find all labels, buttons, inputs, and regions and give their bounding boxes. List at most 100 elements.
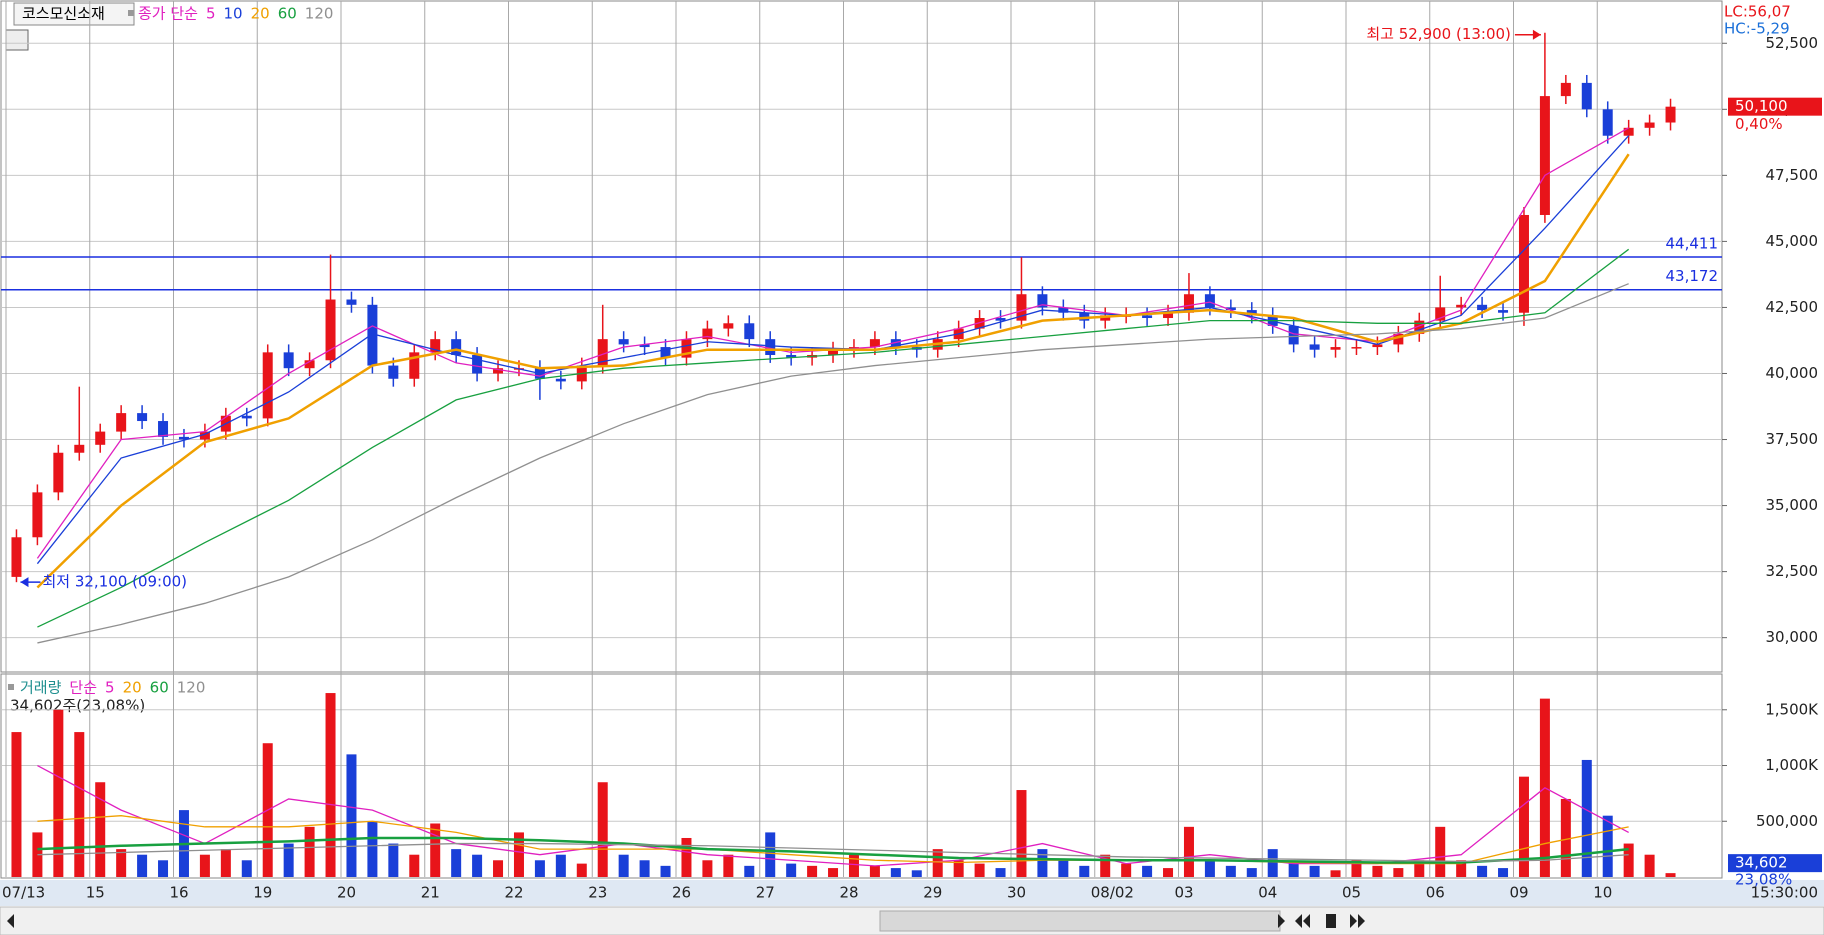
legend-entry: 120: [305, 5, 334, 23]
volume-bar: [1393, 868, 1404, 877]
time-label: 15:30:00: [1751, 884, 1818, 902]
volume-bar: [807, 865, 818, 877]
candle-body: [869, 339, 880, 348]
ma-line: [36, 153, 1630, 589]
candle-body: [660, 347, 671, 358]
volume-bar: [11, 732, 22, 877]
legend-entry: 5: [105, 679, 115, 697]
volume-bar: [1498, 868, 1509, 877]
volume-bar: [493, 860, 504, 877]
legend-entry: 60: [150, 679, 169, 697]
x-tick-label: 04: [1258, 884, 1277, 902]
volume-bar: [388, 843, 399, 877]
candle-body: [241, 415, 252, 419]
volume-bar: [1037, 849, 1048, 877]
hc-label: HC:-5,29: [1724, 20, 1790, 38]
volume-bar: [472, 854, 483, 877]
x-tick-label: 23: [588, 884, 607, 902]
volume-bar: [325, 693, 336, 877]
ma-line: [37, 283, 1629, 644]
volume-bar: [199, 854, 210, 877]
x-tick-label: 06: [1426, 884, 1445, 902]
volume-bar: [409, 854, 420, 877]
candle-body: [618, 339, 629, 345]
volume-bar: [890, 868, 901, 877]
volume-bar: [1204, 860, 1215, 877]
volume-bar: [765, 832, 776, 877]
x-tick-label: 27: [756, 884, 775, 902]
candle-body: [1100, 315, 1111, 321]
last-volume-box: [1728, 854, 1822, 873]
candle-body: [304, 360, 315, 369]
candle-body: [1351, 347, 1362, 349]
volume-bar: [220, 849, 231, 877]
y-tick-label: 52,500: [1766, 34, 1819, 52]
candle-body: [32, 492, 43, 538]
legend-entry: 20: [251, 5, 270, 23]
candle-body: [1079, 312, 1090, 321]
legend-entry: 거래량: [20, 679, 62, 697]
candle-body: [1058, 307, 1069, 313]
volume-bar: [1435, 826, 1446, 877]
candle-body: [995, 318, 1006, 321]
volume-bar: [1372, 865, 1383, 877]
volume-bar: [95, 782, 106, 877]
candle-body: [639, 344, 650, 348]
volume-bar: [1121, 863, 1132, 877]
candle-body: [1225, 307, 1236, 311]
y-tick-label: 42,500: [1766, 298, 1819, 316]
volume-bar: [137, 854, 148, 877]
candle-body: [702, 328, 713, 340]
candle-body: [199, 431, 210, 440]
candle-body: [1623, 127, 1634, 136]
volume-bar: [1414, 860, 1425, 877]
candle-body: [1037, 294, 1048, 308]
candle-body: [158, 421, 169, 437]
legend-entry: 종가 단순: [138, 5, 198, 23]
volume-bar: [911, 870, 922, 877]
volume-bar: [241, 860, 252, 877]
last-volume: 34,602: [1735, 854, 1788, 872]
volume-bar: [1246, 868, 1257, 877]
volume-bar: [283, 843, 294, 877]
x-tick-label: 28: [840, 884, 859, 902]
y-tick-label: 1,500K: [1765, 700, 1819, 718]
candle-body: [1204, 294, 1215, 308]
volume-bar: [723, 854, 734, 877]
legend-entry: 60: [278, 5, 297, 23]
candle-body: [1602, 109, 1613, 136]
legend-entry: 단순: [69, 679, 97, 697]
candle-body: [1539, 96, 1550, 215]
volume-bar: [555, 854, 566, 877]
candle-body: [744, 323, 755, 340]
volume-bar: [1309, 865, 1320, 877]
candle-body: [1498, 310, 1509, 313]
volume-bar: [618, 854, 629, 877]
volume-bar: [1142, 865, 1153, 877]
candle-body: [53, 452, 64, 493]
x-tick-label: 05: [1342, 884, 1361, 902]
volume-bar: [974, 863, 985, 877]
volume-bar: [869, 865, 880, 877]
table-icon[interactable]: [5, 29, 29, 51]
volume-bar: [53, 709, 64, 877]
volume-bar: [848, 854, 859, 877]
lc-label: LC:56,07: [1724, 3, 1791, 21]
volume-bar: [1058, 860, 1069, 877]
arrow-head: [1532, 29, 1541, 40]
candle-body: [137, 413, 148, 422]
y-tick-label: 40,000: [1766, 364, 1819, 382]
candle-body: [1644, 122, 1655, 128]
scroll-thumb[interactable]: [879, 910, 1281, 932]
volume-bar: [1330, 870, 1341, 877]
volume-bar: [576, 863, 587, 877]
volume-bar: [158, 860, 169, 877]
legend-entry: 120: [177, 679, 206, 697]
volume-info: 34,602주(23,08%): [10, 697, 145, 715]
volume-bar: [1267, 849, 1278, 877]
x-tick-label: 19: [253, 884, 272, 902]
candle-body: [367, 304, 378, 366]
volume-bar: [702, 860, 713, 877]
h-line-label: 43,172: [1666, 267, 1719, 285]
h-line-label: 44,411: [1666, 234, 1719, 252]
